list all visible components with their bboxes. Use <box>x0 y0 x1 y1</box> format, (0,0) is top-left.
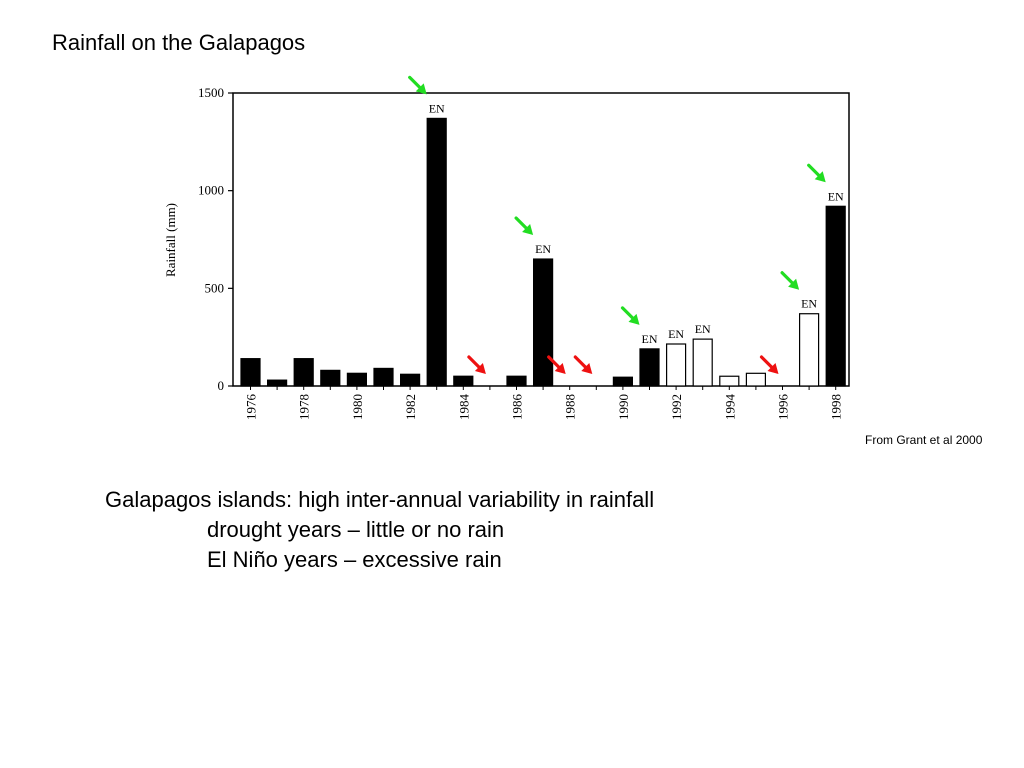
bar-1990 <box>612 376 634 387</box>
chart-ticks: 0 500 1000 1500 1976 1978 1980 1982 1984 1986 1988… <box>198 85 844 420</box>
bar-1998 <box>825 205 846 387</box>
red-arrow-1996-head <box>767 363 779 374</box>
y-axis-label: Rainfall (mm) <box>163 203 178 277</box>
x-tick-label-1976: 1976 <box>244 394 259 421</box>
chart-arrows <box>408 75 826 374</box>
bar-1991 <box>639 348 660 387</box>
x-tick-label-1982: 1982 <box>403 394 418 420</box>
en-label-1992: EN <box>668 327 684 341</box>
en-label-1983: EN <box>429 101 445 115</box>
x-tick-label-1978: 1978 <box>297 394 312 420</box>
x-tick-label-1998: 1998 <box>829 394 844 420</box>
bar-1997 <box>798 313 820 387</box>
slide-title: Rainfall on the Galapagos <box>52 30 306 55</box>
source-note: From Grant et al 2000 <box>865 433 983 447</box>
x-tick-label-1988: 1988 <box>563 394 578 420</box>
green-arrow-1998-head <box>814 171 826 183</box>
en-label-1991: EN <box>642 332 658 346</box>
y-tick-label: 1000 <box>198 183 224 198</box>
x-tick-label-1990: 1990 <box>616 394 631 420</box>
x-tick-label-1984: 1984 <box>456 394 471 421</box>
green-arrow-1991-head <box>628 313 640 325</box>
x-tick-label-1994: 1994 <box>722 394 737 421</box>
bar-1982 <box>400 373 421 387</box>
green-arrow-1983-head <box>415 83 427 95</box>
bar-1992 <box>665 343 687 387</box>
en-label-1997: EN <box>801 297 817 311</box>
bar-1978 <box>293 358 314 387</box>
bar-1984 <box>453 375 474 387</box>
red-arrow-1985-head <box>474 363 486 374</box>
y-tick-label: 500 <box>205 280 225 295</box>
green-arrow-1997 <box>780 271 800 290</box>
green-arrow-1983 <box>408 75 427 95</box>
green-arrow-1998 <box>807 163 826 183</box>
bar-1976 <box>240 358 261 387</box>
red-arrow-1989-head <box>581 363 593 374</box>
bar-1983 <box>426 117 447 387</box>
red-arrow-1985 <box>467 355 486 374</box>
bar-1986 <box>506 375 527 387</box>
x-tick-label-1996: 1996 <box>776 394 791 421</box>
chart-axes: Rainfall (mm) <box>163 92 850 387</box>
bar-1980 <box>346 372 367 387</box>
y-tick-label: 0 <box>218 378 225 393</box>
en-label-1987: EN <box>535 242 551 256</box>
bar-1995 <box>745 372 767 387</box>
green-arrow-1991 <box>620 306 640 325</box>
chart-en-labels: EN EN EN EN EN EN EN <box>429 101 844 345</box>
bar-1987 <box>532 258 554 387</box>
x-tick-label-1980: 1980 <box>350 394 365 420</box>
body-line-2: drought years – little or no rain <box>207 517 505 542</box>
green-arrow-1997-head <box>788 278 800 290</box>
x-tick-label-1992: 1992 <box>669 394 684 420</box>
bar-1977 <box>267 379 288 387</box>
green-arrow-1987-head <box>522 224 534 236</box>
red-arrow-1988-head <box>554 363 566 374</box>
red-arrow-1996 <box>759 355 779 374</box>
y-tick-label: 1500 <box>198 85 224 100</box>
body-line-1: Galapagos islands: high inter-annual var… <box>105 487 655 512</box>
bar-1981 <box>373 367 394 387</box>
red-arrow-1988 <box>547 355 566 374</box>
green-arrow-1987 <box>514 216 534 236</box>
chart-bars <box>240 117 846 387</box>
x-tick-label-1986: 1986 <box>510 394 525 421</box>
en-label-1993: EN <box>695 322 711 336</box>
body-line-3: El Niño years – excessive rain <box>207 547 502 572</box>
bar-1979 <box>320 369 341 387</box>
red-arrow-1989 <box>573 355 593 374</box>
bar-1993 <box>692 338 713 387</box>
en-label-1998: EN <box>828 189 844 203</box>
bar-1994 <box>719 375 740 387</box>
